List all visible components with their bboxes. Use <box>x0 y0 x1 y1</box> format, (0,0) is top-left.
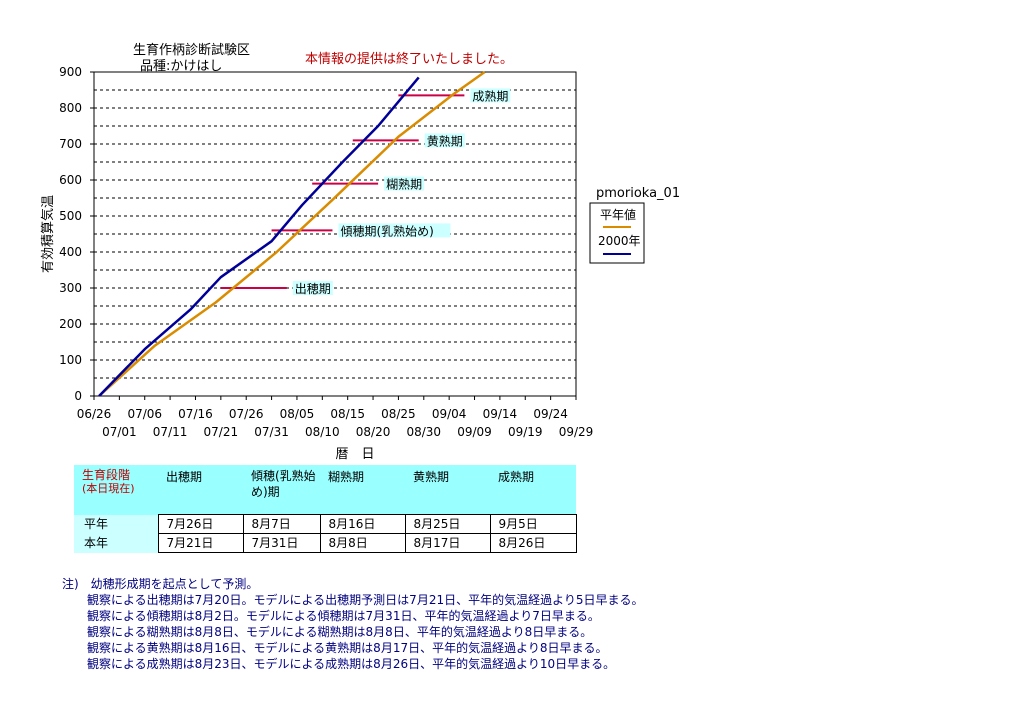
stage-header-dough: 糊熟期 <box>320 465 405 515</box>
stage-markers: 出穂期 傾穂期(乳熟始め) 糊熟期 黄熟期 成熟期 <box>220 88 511 296</box>
legend-station: pmorioka_01 <box>596 186 680 201</box>
note-line: 観察による糊熟期は8月8日、モデルによる糊熟期は8月8日、平年的気温経過より8日… <box>87 625 593 639</box>
stage-label-bg <box>338 223 451 238</box>
stage-label-bg <box>384 176 425 191</box>
y-tick-label: 0 <box>74 389 82 403</box>
y-tick-label: 800 <box>59 101 82 115</box>
y-tick-label: 900 <box>59 65 82 79</box>
grid-lines <box>94 89 576 379</box>
note-line: 注) 幼穂形成期を起点として予測。 <box>62 577 259 591</box>
x-tick-label: 08/25 <box>381 407 416 421</box>
x-tick-label: 09/04 <box>432 407 467 421</box>
note-line: 観察による傾穂期は8月2日。モデルによる傾穂期は7月31日、平年的気温経過より7… <box>87 609 600 623</box>
y-tick-label: 100 <box>59 353 82 367</box>
x-tick-label: 07/01 <box>102 425 137 439</box>
chart-title: 生育作柄診断試験区 <box>133 42 250 58</box>
x-axis: 06/26 07/06 07/16 07/26 08/05 08/15 08/25 09/04… <box>77 396 594 439</box>
stage-header-yellow: 黄熟期 <box>405 465 490 515</box>
stage-label: 黄熟期 <box>427 133 463 148</box>
note-line: 観察による出穂期は7月20日。モデルによる出穂期予測日は7月21日、平年的気温経… <box>87 593 644 607</box>
y-tick-label: 600 <box>59 173 82 187</box>
x-tick-label: 07/26 <box>229 407 264 421</box>
x-tick-label: 08/20 <box>356 425 391 439</box>
series-line-0 <box>98 70 486 397</box>
note-line: 観察による成熟期は8月23日、モデルによる成熟期は8月26日、平年的気温経過より… <box>87 657 616 671</box>
x-tick-label: 08/30 <box>406 425 441 439</box>
y-axis-label: 有効積算気温 <box>40 195 56 273</box>
x-tick-label: 07/31 <box>254 425 289 439</box>
chart-variety: 品種:かけはし <box>140 58 222 74</box>
stage-label: 糊熟期 <box>386 177 422 192</box>
series-lines <box>98 70 486 397</box>
stage-table: 生育段階 (本日現在) 出穂期 傾穂(乳熟始め)期 糊熟期 黄熟期 成熟期 平年… <box>74 465 577 553</box>
table-cell: 8月8日 <box>319 533 406 553</box>
x-tick-label: 06/26 <box>77 407 112 421</box>
legend-label-normal: 平年値 <box>600 207 636 222</box>
stage-table-header: 生育段階 (本日現在) 出穂期 傾穂(乳熟始め)期 糊熟期 黄熟期 成熟期 <box>74 465 576 515</box>
table-cell: 8月17日 <box>404 533 491 553</box>
table-cell: 8月26日 <box>489 533 577 553</box>
table-cell: 7月26日 <box>157 514 244 534</box>
table-cell: 7月31日 <box>242 533 321 553</box>
x-tick-label: 07/21 <box>204 425 239 439</box>
table-cell: 9月5日 <box>489 514 577 534</box>
x-axis-label: 暦 日 <box>335 447 374 462</box>
notes: 注) 幼穂形成期を起点として予測。 観察による出穂期は7月20日。モデルによる出… <box>62 576 644 672</box>
series-line-1 <box>98 76 420 397</box>
x-tick-label: 08/05 <box>280 407 315 421</box>
y-tick-label: 700 <box>59 137 82 151</box>
stage-label-bg <box>424 133 465 148</box>
legend-label-2000: 2000年 <box>598 234 641 248</box>
x-tick-label: 09/19 <box>508 425 543 439</box>
growth-chart: 生育作柄診断試験区 品種:かけはし 本情報の提供は終了いたしました。 0 100 2… <box>40 42 680 462</box>
note-line: 観察による黄熟期は8月16日、モデルによる黄熟期は8月17日、平年的気温経過より… <box>87 641 608 655</box>
stage-label-bg <box>292 281 333 295</box>
row-label: 本年 <box>74 533 158 553</box>
stage-table-corner: 生育段階 (本日現在) <box>74 465 158 515</box>
x-tick-label: 08/15 <box>330 407 365 421</box>
plot-area <box>93 71 577 397</box>
stage-label: 出穂期 <box>295 282 331 296</box>
stage-header-heading: 出穂期 <box>158 465 243 515</box>
x-tick-label: 09/14 <box>483 407 518 421</box>
table-cell: 8月7日 <box>242 514 321 534</box>
table-row: 本年 7月21日 7月31日 8月8日 8月17日 8月26日 <box>74 533 577 553</box>
y-tick-label: 500 <box>59 209 82 223</box>
y-tick-label: 300 <box>59 281 82 295</box>
stage-header-mature: 成熟期 <box>490 465 576 515</box>
x-tick-label: 07/16 <box>178 407 213 421</box>
y-tick-label: 400 <box>59 245 82 259</box>
x-tick-label: 07/06 <box>127 407 162 421</box>
stage-label-bg <box>470 88 511 103</box>
table-cell: 8月16日 <box>319 514 406 534</box>
table-cell: 8月25日 <box>404 514 491 534</box>
stage-label: 傾穂期(乳熟始め) <box>340 223 433 238</box>
table-cell: 7月21日 <box>157 533 244 553</box>
x-tick-label: 07/11 <box>153 425 188 439</box>
y-axis: 0 100 200 300 400 500 600 700 800 900 <box>59 65 94 403</box>
table-row: 平年 7月26日 8月7日 8月16日 8月25日 9月5日 <box>74 514 577 534</box>
x-tick-label: 08/10 <box>305 425 340 439</box>
x-tick-label: 09/29 <box>559 425 594 439</box>
stage-label: 成熟期 <box>472 88 508 103</box>
stage-header-ripening-start: 傾穂(乳熟始め)期 <box>243 465 320 515</box>
x-tick-label: 09/24 <box>533 407 568 421</box>
row-label: 平年 <box>74 514 158 534</box>
x-tick-label: 09/09 <box>457 425 492 439</box>
notice-text: 本情報の提供は終了いたしました。 <box>305 51 513 67</box>
y-tick-label: 200 <box>59 317 82 331</box>
